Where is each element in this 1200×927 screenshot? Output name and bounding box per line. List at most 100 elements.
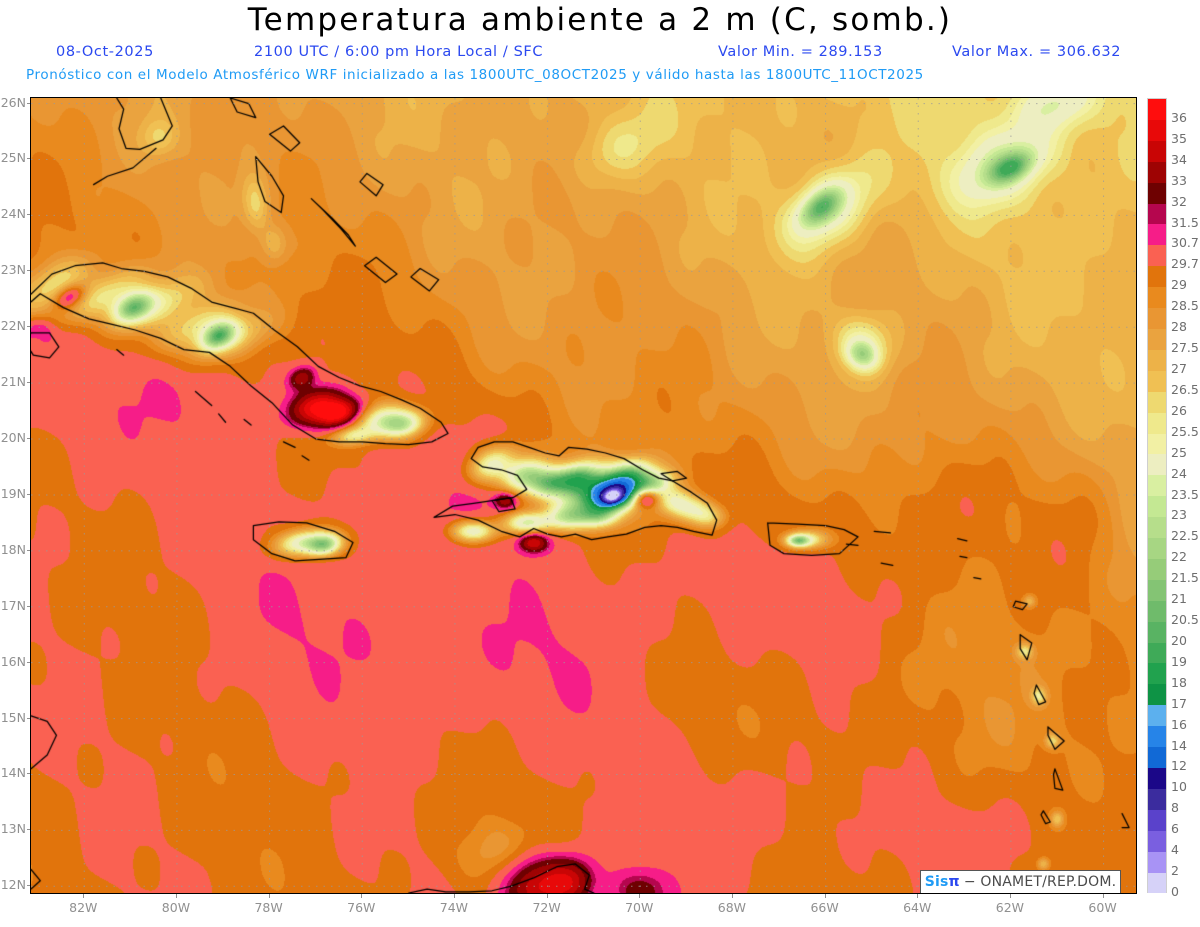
colorbar-label: 29.7 bbox=[1171, 256, 1199, 272]
colorbar-swatch bbox=[1148, 788, 1166, 810]
lat-tick-mark bbox=[27, 549, 30, 551]
colorbar-swatch bbox=[1148, 391, 1166, 413]
colorbar-label: 22 bbox=[1171, 549, 1187, 565]
colorbar-label: 34 bbox=[1171, 151, 1187, 167]
lon-tick-label: 72W bbox=[532, 900, 561, 915]
lon-tick-label: 68W bbox=[717, 900, 747, 915]
colorbar-swatch bbox=[1148, 642, 1166, 664]
lat-tick-label: 12N bbox=[0, 877, 26, 893]
colorbar-swatch bbox=[1148, 140, 1166, 162]
colorbar-swatch bbox=[1148, 830, 1166, 852]
colorbar-swatch bbox=[1148, 579, 1166, 601]
colorbar-label: 19 bbox=[1171, 653, 1187, 669]
lat-tick-mark bbox=[27, 326, 30, 328]
watermark-agency-text: − ONAMET/REP.DOM. bbox=[963, 874, 1117, 890]
colorbar-label: 29 bbox=[1171, 277, 1187, 293]
lon-tick-mark bbox=[731, 894, 733, 898]
colorbar-label: 26.5 bbox=[1171, 381, 1199, 397]
colorbar-label: 25.5 bbox=[1171, 423, 1199, 439]
colorbar-label: 27 bbox=[1171, 360, 1187, 376]
lon-tick-mark bbox=[639, 894, 641, 898]
colorbar-swatch bbox=[1148, 433, 1166, 455]
forecast-date: 08-Oct-2025 bbox=[56, 44, 154, 60]
value-max-label: Valor Max. = 306.632 bbox=[952, 44, 1122, 60]
colorbar-label: 23.5 bbox=[1171, 486, 1199, 502]
colorbar-swatch bbox=[1148, 684, 1166, 706]
colorbar-swatch bbox=[1148, 517, 1166, 539]
lat-tick-mark bbox=[27, 438, 30, 440]
colorbar-label: 10 bbox=[1171, 779, 1187, 795]
lon-tick-label: 70W bbox=[625, 900, 654, 915]
temperature-shading-canvas bbox=[31, 98, 1136, 893]
lon-tick-mark bbox=[824, 894, 826, 898]
lat-tick-mark bbox=[27, 605, 30, 607]
lon-tick-mark bbox=[1102, 894, 1104, 898]
colorbar-label: 14 bbox=[1171, 737, 1187, 753]
temperature-colorbar bbox=[1147, 98, 1167, 894]
colorbar-swatch bbox=[1148, 287, 1166, 309]
onamet-watermark: Sis π − ONAMET/REP.DOM. bbox=[920, 870, 1121, 893]
lon-tick-label: 76W bbox=[347, 900, 376, 915]
colorbar-swatch bbox=[1148, 872, 1166, 894]
colorbar-swatch bbox=[1148, 809, 1166, 831]
colorbar-swatch bbox=[1148, 705, 1166, 727]
lon-tick-mark bbox=[83, 894, 85, 898]
colorbar-swatch bbox=[1148, 412, 1166, 434]
colorbar-label: 20 bbox=[1171, 632, 1187, 648]
lat-tick-mark bbox=[27, 382, 30, 384]
lon-tick-mark bbox=[453, 894, 455, 898]
colorbar-label: 24 bbox=[1171, 465, 1187, 481]
lat-tick-label: 19N bbox=[0, 485, 26, 501]
lat-tick-mark bbox=[27, 773, 30, 775]
lat-tick-mark bbox=[27, 717, 30, 719]
colorbar-swatch bbox=[1148, 119, 1166, 141]
colorbar-swatch bbox=[1148, 496, 1166, 518]
lat-tick-label: 16N bbox=[0, 653, 26, 669]
lat-tick-mark bbox=[27, 158, 30, 160]
forecast-time-line: 2100 UTC / 6:00 pm Hora Local / SFC bbox=[254, 44, 544, 60]
lat-tick-label: 23N bbox=[0, 262, 26, 278]
lon-tick-label: 80W bbox=[161, 900, 191, 915]
colorbar-label: 22.5 bbox=[1171, 528, 1199, 544]
lon-tick-label: 66W bbox=[810, 900, 839, 915]
lat-tick-mark bbox=[27, 885, 30, 887]
colorbar-swatch bbox=[1148, 328, 1166, 350]
colorbar-label: 6 bbox=[1171, 821, 1179, 837]
watermark-sis-text: Sis bbox=[924, 874, 949, 890]
lat-tick-label: 18N bbox=[0, 541, 26, 557]
lat-tick-label: 26N bbox=[0, 94, 26, 110]
colorbar-swatch bbox=[1148, 224, 1166, 246]
lat-tick-mark bbox=[27, 661, 30, 663]
colorbar-swatch bbox=[1148, 370, 1166, 392]
colorbar-label: 16 bbox=[1171, 716, 1187, 732]
lon-tick-mark bbox=[546, 894, 548, 898]
colorbar-swatch bbox=[1148, 663, 1166, 685]
colorbar-label: 27.5 bbox=[1171, 340, 1199, 356]
colorbar-label: 31.5 bbox=[1171, 214, 1199, 230]
colorbar-label: 12 bbox=[1171, 758, 1187, 774]
lat-tick-label: 21N bbox=[0, 374, 26, 390]
lon-tick-label: 82W bbox=[69, 900, 98, 915]
lat-tick-label: 25N bbox=[0, 150, 26, 166]
colorbar-label: 21.5 bbox=[1171, 570, 1199, 586]
lat-tick-label: 14N bbox=[0, 765, 26, 781]
colorbar-label: 23 bbox=[1171, 507, 1187, 523]
lon-tick-label: 64W bbox=[903, 900, 932, 915]
colorbar-swatch bbox=[1148, 266, 1166, 288]
lat-tick-mark bbox=[27, 493, 30, 495]
colorbar-swatch bbox=[1148, 558, 1166, 580]
colorbar-label: 2 bbox=[1171, 863, 1179, 879]
colorbar-swatch bbox=[1148, 203, 1166, 225]
lon-tick-mark bbox=[268, 894, 270, 898]
colorbar-swatch bbox=[1148, 726, 1166, 748]
colorbar-swatch bbox=[1148, 851, 1166, 873]
colorbar-swatch bbox=[1148, 600, 1166, 622]
colorbar-swatch bbox=[1148, 182, 1166, 204]
lat-tick-mark bbox=[27, 829, 30, 831]
colorbar-label: 17 bbox=[1171, 695, 1187, 711]
colorbar-label: 33 bbox=[1171, 172, 1187, 188]
lon-tick-mark bbox=[917, 894, 919, 898]
lon-tick-mark bbox=[361, 894, 363, 898]
lon-tick-mark bbox=[1009, 894, 1011, 898]
colorbar-swatch bbox=[1148, 747, 1166, 768]
